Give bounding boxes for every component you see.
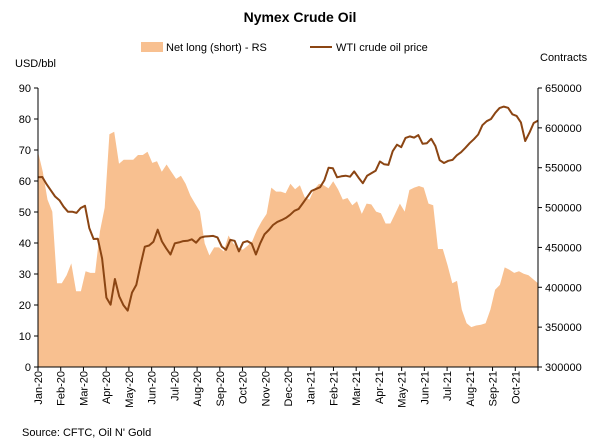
right-tick-label: 450000	[545, 242, 582, 254]
legend-swatch-net-long	[141, 42, 163, 52]
left-tick-label: 10	[19, 331, 31, 343]
left-tick-label: 90	[19, 83, 31, 95]
x-tick-label: Oct-20	[238, 371, 250, 404]
left-tick-label: 0	[25, 362, 31, 374]
left-tick-label: 60	[19, 176, 31, 188]
axes: 0 10 20 30 40 50 60 70 80 90 300000 350000 400000 450…	[19, 83, 582, 408]
source-note: Source: CFTC, Oil N' Gold	[22, 427, 151, 439]
x-tick-label: May-21	[397, 371, 409, 408]
x-tick-label: Aug-21	[465, 371, 477, 406]
x-tick-label: Nov-20	[260, 371, 272, 406]
x-tick-label: Jan-21	[306, 371, 318, 405]
series-net-long-area	[38, 131, 538, 367]
x-tick-label: Jul-21	[442, 371, 454, 401]
x-tick-label: Feb-21	[328, 371, 340, 406]
x-tick-label: Jan-20	[33, 371, 45, 405]
x-tick-label: Oct-21	[510, 371, 522, 404]
right-tick-label: 650000	[545, 83, 582, 95]
plot-area	[37, 105, 539, 367]
chart-title: Nymex Crude Oil	[244, 9, 357, 25]
x-tick-label: Dec-20	[283, 371, 295, 406]
x-tick-label: Aug-20	[192, 371, 204, 406]
x-tick-label: Mar-20	[78, 371, 90, 406]
legend-label-wti: WTI crude oil price	[336, 42, 428, 54]
series-wti-line	[37, 105, 539, 312]
right-tick-label: 500000	[545, 203, 582, 215]
right-tick-label: 350000	[545, 322, 582, 334]
x-tick-label: Apr-21	[374, 371, 386, 404]
x-tick-label: Sep-21	[488, 371, 500, 406]
left-axis-unit: USD/bbl	[15, 58, 56, 70]
right-axis-unit: Contracts	[540, 52, 588, 64]
left-tick-label: 80	[19, 114, 31, 126]
x-tick-label: Jun-21	[419, 371, 431, 405]
x-tick-label: May-20	[124, 371, 136, 408]
right-tick-label: 300000	[545, 362, 582, 374]
left-tick-label: 40	[19, 238, 31, 250]
right-tick-label: 400000	[545, 282, 582, 294]
x-tick-label: Feb-20	[56, 371, 68, 406]
x-tick-label: Jul-20	[169, 371, 181, 401]
x-tick-label: Mar-21	[351, 371, 363, 406]
left-tick-label: 70	[19, 145, 31, 157]
legend-label-net-long: Net long (short) - RS	[166, 42, 267, 54]
right-tick-label: 600000	[545, 123, 582, 135]
left-tick-label: 50	[19, 207, 31, 219]
x-tick-label: Jun-20	[147, 371, 159, 405]
right-tick-label: 550000	[545, 163, 582, 175]
left-tick-label: 20	[19, 300, 31, 312]
x-tick-label: Sep-20	[215, 371, 227, 406]
x-tick-label: Apr-20	[101, 371, 113, 404]
left-tick-label: 30	[19, 269, 31, 281]
